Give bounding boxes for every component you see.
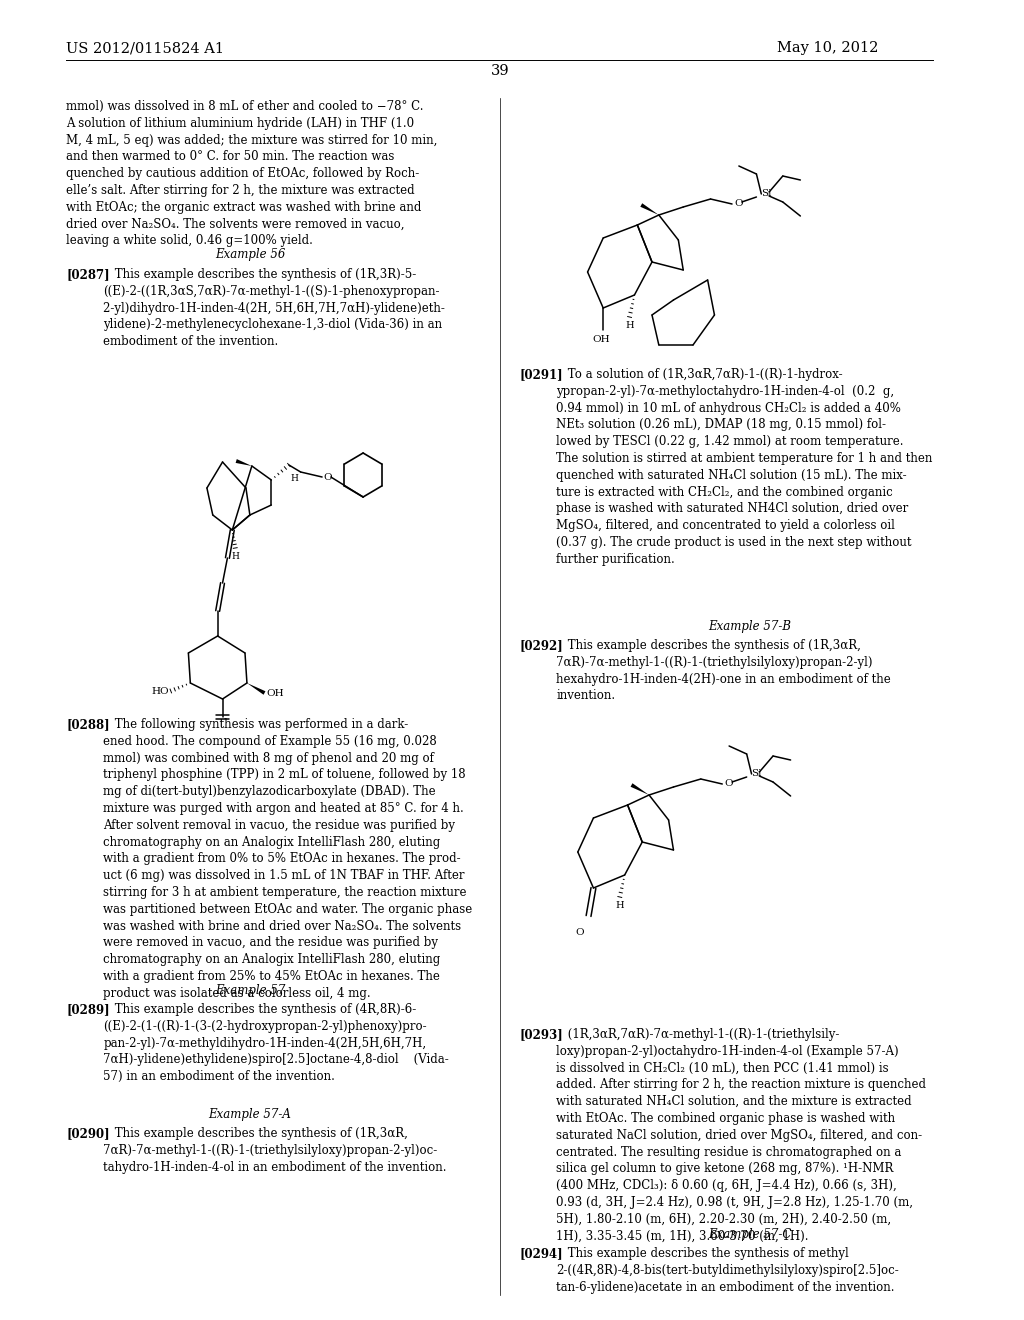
- Text: [0292]: [0292]: [519, 639, 563, 652]
- Text: H: H: [615, 902, 624, 909]
- Text: To a solution of (1R,3αR,7αR)-1-((R)-1-hydrox-
ypropan-2-yl)-7α-methyloctahydro-: To a solution of (1R,3αR,7αR)-1-((R)-1-h…: [556, 368, 933, 566]
- Text: O: O: [734, 199, 742, 209]
- Text: This example describes the synthesis of (4R,8R)-6-
((E)-2-(1-((R)-1-(3-(2-hydrox: This example describes the synthesis of …: [103, 1003, 450, 1084]
- Text: O: O: [575, 928, 584, 937]
- Polygon shape: [247, 682, 265, 694]
- Text: O: O: [324, 473, 332, 482]
- Text: OH: OH: [266, 689, 284, 697]
- Text: 39: 39: [490, 63, 509, 78]
- Text: mmol) was dissolved in 8 mL of ether and cooled to −78° C.
A solution of lithium: mmol) was dissolved in 8 mL of ether and…: [67, 100, 437, 247]
- Text: Example 57-C: Example 57-C: [708, 1228, 792, 1241]
- Text: This example describes the synthesis of (1R,3αR,
7αR)-7α-methyl-1-((R)-1-(trieth: This example describes the synthesis of …: [103, 1127, 446, 1173]
- Text: O: O: [724, 780, 733, 788]
- Text: [0288]: [0288]: [67, 718, 110, 731]
- Text: This example describes the synthesis of methyl
2-((4R,8R)-4,8-bis(tert-butyldime: This example describes the synthesis of …: [556, 1247, 899, 1294]
- Polygon shape: [236, 459, 252, 466]
- Text: [0291]: [0291]: [519, 368, 563, 381]
- Text: [0294]: [0294]: [519, 1247, 563, 1261]
- Text: Example 57-A: Example 57-A: [209, 1107, 291, 1121]
- Polygon shape: [640, 203, 658, 215]
- Text: Example 57-B: Example 57-B: [709, 620, 792, 634]
- Text: Example 57: Example 57: [215, 983, 285, 997]
- Text: (1R,3αR,7αR)-7α-methyl-1-((R)-1-(triethylsily-
loxy)propan-2-yl)octahydro-1H-ind: (1R,3αR,7αR)-7α-methyl-1-((R)-1-(triethy…: [556, 1028, 927, 1242]
- Text: Si: Si: [761, 190, 772, 198]
- Text: H: H: [231, 552, 240, 561]
- Text: OH: OH: [593, 335, 610, 345]
- Text: Example 56: Example 56: [215, 248, 285, 261]
- Text: This example describes the synthesis of (1R,3αR,
7αR)-7α-methyl-1-((R)-1-(trieth: This example describes the synthesis of …: [556, 639, 891, 702]
- Text: [0293]: [0293]: [519, 1028, 563, 1041]
- Text: H: H: [626, 321, 634, 330]
- Text: This example describes the synthesis of (1R,3R)-5-
((E)-2-((1R,3αS,7αR)-7α-methy: This example describes the synthesis of …: [103, 268, 445, 348]
- Text: US 2012/0115824 A1: US 2012/0115824 A1: [67, 41, 224, 55]
- Text: [0290]: [0290]: [67, 1127, 110, 1140]
- Text: [0289]: [0289]: [67, 1003, 110, 1016]
- Text: HO: HO: [152, 686, 169, 696]
- Text: H: H: [291, 474, 299, 483]
- Text: The following synthesis was performed in a dark-
ened hood. The compound of Exam: The following synthesis was performed in…: [103, 718, 473, 999]
- Text: Si: Si: [752, 770, 762, 779]
- Text: May 10, 2012: May 10, 2012: [777, 41, 879, 55]
- Text: [0287]: [0287]: [67, 268, 110, 281]
- Polygon shape: [631, 783, 649, 795]
